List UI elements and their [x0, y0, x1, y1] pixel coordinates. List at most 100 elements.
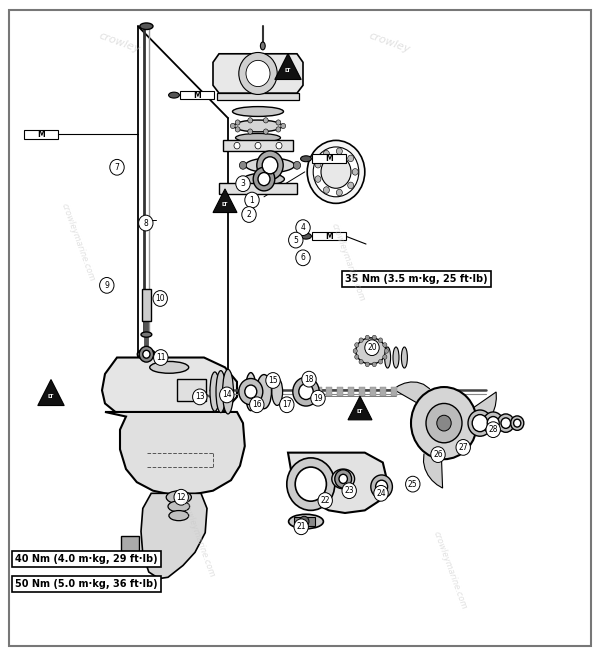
Circle shape — [307, 140, 365, 203]
Bar — [312, 232, 346, 240]
Text: 35 Nm (3.5 m·kg, 25 ft·lb): 35 Nm (3.5 m·kg, 25 ft·lb) — [345, 274, 488, 284]
Circle shape — [280, 397, 294, 413]
Circle shape — [266, 373, 280, 388]
Ellipse shape — [393, 347, 399, 368]
Bar — [294, 517, 315, 526]
Ellipse shape — [143, 218, 149, 222]
Circle shape — [299, 384, 313, 400]
Ellipse shape — [301, 155, 311, 161]
Polygon shape — [461, 392, 496, 430]
Circle shape — [437, 415, 451, 431]
Ellipse shape — [244, 173, 284, 185]
Polygon shape — [213, 189, 237, 213]
Bar — [177, 379, 206, 401]
Circle shape — [245, 385, 257, 398]
Bar — [312, 154, 346, 163]
Text: 16: 16 — [252, 400, 262, 409]
Circle shape — [234, 142, 240, 149]
Circle shape — [348, 182, 354, 189]
Ellipse shape — [245, 373, 256, 411]
Bar — [337, 387, 343, 396]
Circle shape — [372, 362, 376, 367]
Circle shape — [355, 342, 359, 347]
Circle shape — [337, 148, 343, 154]
Ellipse shape — [233, 106, 284, 116]
Circle shape — [287, 458, 335, 510]
Circle shape — [379, 338, 383, 342]
Ellipse shape — [169, 510, 188, 521]
Circle shape — [154, 350, 168, 365]
Bar — [223, 140, 293, 151]
Text: 26: 26 — [433, 450, 443, 459]
Bar — [142, 289, 151, 321]
Text: 21: 21 — [296, 522, 306, 531]
Circle shape — [239, 161, 247, 169]
Circle shape — [321, 155, 351, 188]
Circle shape — [374, 485, 388, 501]
Circle shape — [294, 519, 308, 535]
Text: 6: 6 — [301, 253, 305, 262]
Circle shape — [255, 142, 261, 149]
Bar — [294, 387, 300, 396]
Circle shape — [372, 335, 376, 340]
Bar — [380, 387, 386, 396]
Circle shape — [359, 338, 363, 342]
Text: crowleymarine.com: crowleymarine.com — [179, 497, 217, 579]
Text: 50 Nm (5.0 m·kg, 36 ft·lb): 50 Nm (5.0 m·kg, 36 ft·lb) — [15, 579, 158, 589]
Ellipse shape — [401, 347, 407, 368]
Ellipse shape — [332, 469, 355, 489]
Circle shape — [248, 117, 253, 123]
Circle shape — [245, 192, 259, 208]
Circle shape — [365, 340, 379, 356]
Ellipse shape — [140, 23, 153, 30]
Circle shape — [426, 403, 462, 443]
Text: 28: 28 — [488, 425, 498, 434]
Circle shape — [348, 155, 354, 161]
Circle shape — [253, 167, 275, 191]
Circle shape — [353, 349, 358, 353]
Circle shape — [100, 277, 114, 293]
Circle shape — [315, 176, 321, 182]
Text: 19: 19 — [313, 394, 323, 403]
Circle shape — [250, 397, 264, 413]
Circle shape — [293, 377, 319, 406]
Circle shape — [383, 342, 387, 347]
Circle shape — [352, 169, 358, 175]
Polygon shape — [141, 493, 207, 579]
Circle shape — [139, 215, 153, 231]
Ellipse shape — [385, 347, 391, 368]
Circle shape — [174, 489, 188, 505]
Ellipse shape — [245, 158, 295, 173]
Polygon shape — [348, 396, 372, 420]
Circle shape — [139, 346, 154, 362]
Circle shape — [383, 355, 387, 359]
Text: 24: 24 — [376, 489, 386, 498]
Circle shape — [514, 419, 521, 427]
Bar — [24, 130, 58, 138]
Circle shape — [235, 127, 240, 132]
Text: 3: 3 — [241, 179, 245, 188]
Circle shape — [263, 117, 268, 123]
Circle shape — [487, 417, 499, 430]
Bar — [121, 536, 139, 552]
Text: LT: LT — [48, 394, 54, 400]
Text: 15: 15 — [268, 376, 278, 385]
Text: 12: 12 — [176, 493, 186, 502]
Circle shape — [246, 60, 270, 87]
Text: 20: 20 — [367, 343, 377, 352]
Circle shape — [299, 516, 309, 527]
Circle shape — [318, 493, 332, 508]
Circle shape — [411, 387, 477, 459]
Polygon shape — [288, 453, 387, 513]
Bar — [348, 387, 354, 396]
Circle shape — [472, 415, 488, 432]
Bar — [219, 183, 297, 194]
Text: crowleymarine.com: crowleymarine.com — [431, 530, 469, 611]
Ellipse shape — [210, 372, 220, 411]
Ellipse shape — [216, 371, 226, 413]
Text: 23: 23 — [344, 486, 354, 495]
Text: 22: 22 — [320, 496, 330, 505]
Ellipse shape — [137, 349, 155, 359]
Circle shape — [365, 362, 370, 367]
Circle shape — [295, 467, 326, 501]
